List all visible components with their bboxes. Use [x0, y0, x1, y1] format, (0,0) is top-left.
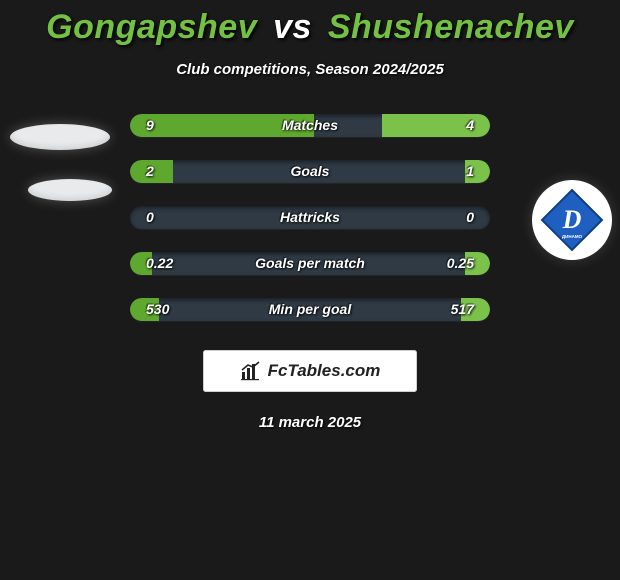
dinamo-crest-icon: D ДИНАМО [540, 188, 604, 252]
date-text: 11 march 2025 [0, 414, 620, 431]
crest-subtext: ДИНАМО [562, 234, 583, 239]
stat-label: Goals [0, 160, 620, 183]
vs-text: vs [273, 8, 312, 46]
stat-label: Min per goal [0, 298, 620, 321]
comparison-title: Gongapshev vs Shushenachev [0, 8, 620, 47]
stat-row: 00Hattricks [0, 194, 620, 240]
subtitle: Club competitions, Season 2024/2025 [0, 61, 620, 78]
player2-name: Shushenachev [328, 8, 574, 46]
player2-club-badge: D ДИНАМО [532, 180, 612, 260]
fctables-logo: FcTables.com [203, 350, 417, 392]
svg-text:D: D [562, 205, 582, 234]
player1-club-placeholder-1 [10, 124, 110, 150]
stat-label: Hattricks [0, 206, 620, 229]
fctables-text: FcTables.com [268, 361, 381, 381]
player1-club-placeholder-2 [28, 179, 112, 201]
stat-label: Goals per match [0, 252, 620, 275]
stat-row: 0.220.25Goals per match [0, 240, 620, 286]
bar-chart-icon [240, 360, 262, 382]
stat-row: 530517Min per goal [0, 286, 620, 332]
player1-name: Gongapshev [46, 8, 257, 46]
